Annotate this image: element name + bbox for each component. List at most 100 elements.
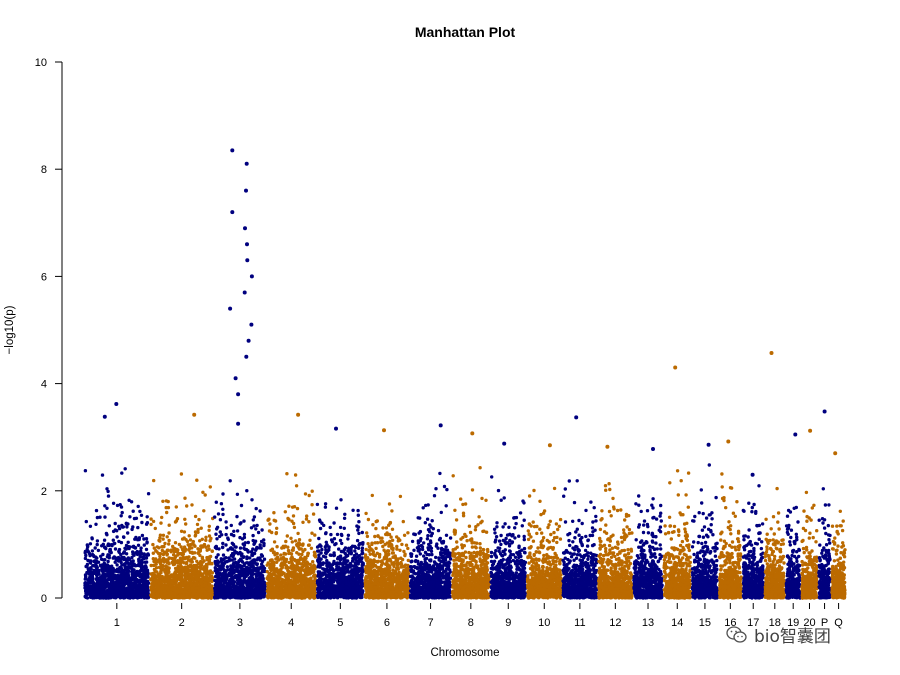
snp-point [166, 548, 170, 552]
snp-point [157, 574, 162, 578]
snp-point [175, 567, 179, 572]
snp-point [279, 569, 283, 573]
snp-point [201, 560, 205, 564]
snp-point [193, 544, 197, 548]
snp-point [237, 579, 241, 583]
snp-point [182, 592, 186, 596]
snp-point [245, 573, 249, 577]
snp-point [165, 510, 169, 515]
snp-point [179, 545, 183, 549]
snp-point [146, 553, 151, 557]
snp-point [119, 552, 123, 557]
snp-point [262, 580, 266, 584]
snp-point [119, 540, 124, 545]
snp-point [301, 543, 305, 547]
snp-point [302, 579, 306, 583]
snp-point [323, 502, 328, 506]
snp-point [137, 536, 142, 540]
snp-point [259, 546, 263, 550]
snp-point [89, 567, 93, 571]
snp-point [300, 552, 304, 557]
snp-point [233, 545, 237, 549]
snp-point [305, 577, 310, 582]
snp-point [291, 546, 296, 550]
snp-point [193, 514, 198, 519]
snp-point [159, 521, 163, 525]
snp-point [170, 574, 174, 579]
snp-point [231, 591, 235, 595]
snp-point [182, 536, 186, 540]
snp-point [224, 543, 228, 547]
snp-point [205, 548, 209, 552]
snp-point [188, 538, 193, 542]
snp-point [307, 589, 311, 593]
snp-point [238, 546, 243, 550]
snp-point [225, 565, 230, 569]
snp-point [170, 587, 174, 591]
snp-point [105, 590, 110, 594]
snp-point [131, 550, 135, 554]
snp-point [218, 518, 223, 522]
snp-point [189, 574, 194, 578]
snp-point [104, 531, 109, 536]
snp-point [199, 590, 203, 594]
snp-point [142, 543, 146, 547]
snp-point [275, 560, 279, 564]
snp-point [138, 509, 142, 514]
snp-point [339, 498, 343, 502]
snp-point [133, 546, 138, 550]
snp-point [88, 587, 93, 591]
snp-point [117, 591, 121, 595]
snp-point [245, 556, 249, 561]
snp-point [199, 526, 203, 530]
snp-point [312, 584, 316, 589]
snp-point [304, 561, 308, 566]
snp-point [168, 584, 173, 588]
snp-point [295, 576, 299, 580]
snp-point [124, 547, 128, 551]
snp-point [128, 515, 132, 519]
snp-point [356, 546, 361, 550]
snp-point [256, 569, 260, 574]
snp-point [84, 590, 89, 595]
snp-point [271, 550, 276, 555]
snp-point [86, 544, 90, 548]
snp-point [86, 581, 90, 585]
points-layer [83, 463, 847, 600]
snp-point [213, 515, 217, 519]
snp-point [201, 490, 205, 494]
snp-point [184, 547, 188, 551]
snp-point [198, 553, 202, 558]
snp-point [152, 580, 156, 585]
snp-point [98, 515, 102, 519]
snp-point [298, 577, 302, 582]
snp-point [137, 557, 141, 562]
snp-point [230, 547, 235, 551]
snp-point [340, 541, 344, 546]
snp-point [196, 571, 200, 575]
snp-point [184, 586, 189, 590]
snp-point [204, 594, 208, 599]
snp-point [107, 571, 111, 576]
snp-point [180, 578, 185, 582]
snp-point [281, 544, 285, 548]
snp-point [306, 551, 310, 556]
snp-point [292, 525, 297, 530]
snp-point [91, 576, 95, 581]
snp-point [219, 557, 223, 561]
snp-point [158, 533, 163, 537]
snp-point [360, 549, 364, 553]
snp-point [258, 594, 262, 598]
snp-point [242, 535, 247, 540]
snp-point [279, 553, 283, 557]
snp-point [129, 583, 134, 587]
snp-point [297, 552, 301, 556]
snp-point [290, 556, 294, 560]
snp-point [138, 584, 142, 588]
snp-point [242, 563, 246, 568]
snp-point [95, 539, 100, 543]
snp-point [329, 532, 333, 537]
snp-point [251, 518, 255, 522]
snp-point [160, 548, 164, 553]
snp-point [166, 499, 170, 504]
